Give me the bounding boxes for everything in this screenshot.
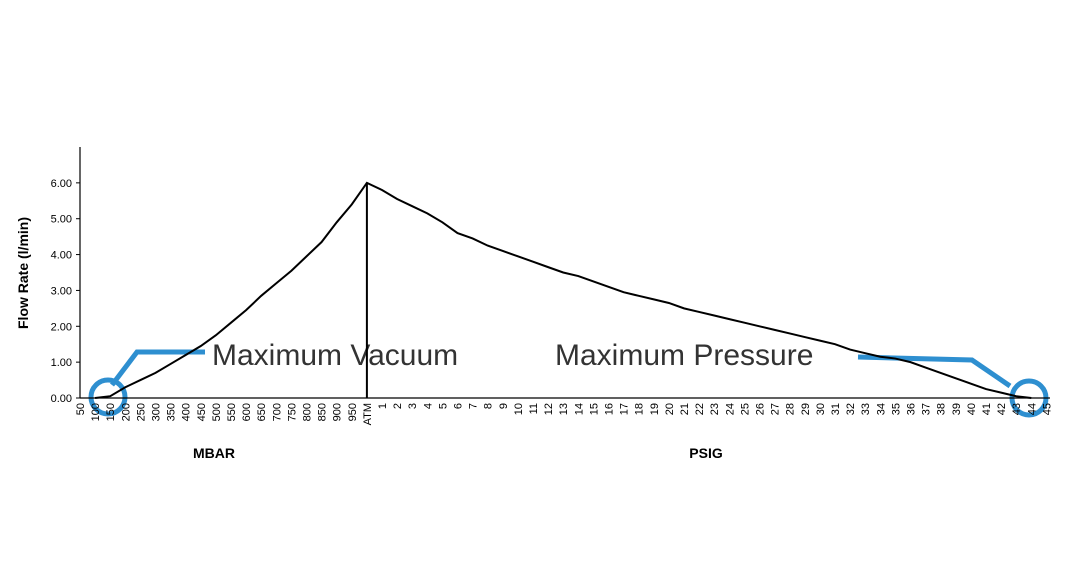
y-tick-label: 1.00 [51,357,72,369]
x-tick-label: 11 [528,403,540,414]
x-tick-label: 31 [830,403,842,415]
x-tick-label: 39 [951,403,963,415]
x-tick-label: 800 [302,403,314,421]
x-tick-label: 12 [543,403,555,415]
x-tick-label: 45 [1041,403,1053,415]
x-tick-label: 29 [800,403,812,415]
x-tick-label: 300 [151,403,163,421]
x-tick-label: 50 [75,403,87,415]
callout-line [110,349,205,387]
x-tick-label: 250 [135,403,147,421]
x-tick-label: 700 [271,403,283,421]
y-tick-label: 6.00 [51,178,72,190]
x-tick-label: 400 [181,403,193,421]
x-tick-label: ATM [362,403,374,425]
x-tick-label: 36 [906,403,918,415]
x-tick-label: 650 [256,403,268,421]
x-tick-label: 44 [1026,403,1038,415]
x-tick-label: 25 [739,403,751,415]
group-label: PSIG [689,445,723,461]
x-tick-label: 40 [966,403,978,415]
x-tick-label: 27 [770,403,782,415]
x-tick-label: 1 [377,403,389,409]
x-tick-label: 17 [619,403,631,415]
x-tick-label: 10 [513,403,525,415]
x-tick-label: 41 [981,403,993,415]
x-tick-label: 23 [709,403,721,415]
annotation: Maximum Pressure [555,339,813,372]
x-tick-label: 850 [317,403,329,421]
x-tick-label: 5 [437,403,449,409]
x-tick-label: 20 [664,403,676,415]
x-tick-label: 350 [166,403,178,421]
x-tick-label: 22 [694,403,706,415]
x-tick-label: 35 [890,403,902,415]
y-tick-label: 5.00 [51,214,72,226]
x-tick-label: 7 [468,403,480,409]
x-tick-label: 38 [936,403,948,415]
x-tick-label: 950 [347,403,359,421]
annotation: Maximum Vacuum [212,339,458,372]
x-tick-label: 16 [604,403,616,415]
y-tick-label: 4.00 [51,250,72,262]
x-tick-label: 13 [558,403,570,415]
x-tick-label: 150 [105,403,117,421]
x-tick-label: 8 [483,403,495,409]
x-tick-label: 30 [815,403,827,415]
x-tick-label: 18 [634,403,646,415]
y-axis-label: Flow Rate (l/min) [15,217,31,329]
x-tick-label: 900 [332,403,344,421]
callout-circle [88,377,128,417]
x-tick-label: 19 [649,403,661,415]
x-tick-label: 43 [1011,403,1023,415]
x-tick-label: 600 [241,403,253,421]
x-tick-label: 42 [996,403,1008,415]
x-tick-label: 26 [755,403,767,415]
x-tick-label: 9 [498,403,510,409]
x-tick-label: 37 [921,403,933,415]
x-tick-label: 24 [724,403,736,415]
y-tick-label: 0.00 [51,393,72,405]
x-tick-label: 4 [422,403,434,409]
group-label: MBAR [193,445,235,461]
x-tick-label: 15 [588,403,600,415]
y-tick-label: 2.00 [51,321,72,333]
x-tick-label: 100 [90,403,102,421]
x-tick-label: 550 [226,403,238,421]
x-tick-label: 28 [785,403,797,415]
x-tick-label: 6 [453,403,465,409]
y-tick-label: 3.00 [51,285,72,297]
x-tick-label: 34 [875,403,887,415]
line [94,181,1032,399]
x-tick-label: 21 [679,403,691,415]
x-tick-label: 2 [392,403,404,409]
x-tick-label: 500 [211,403,223,421]
x-tick-label: 3 [407,403,419,409]
x-tick-label: 14 [573,403,585,415]
x-tick-label: 750 [286,403,298,421]
x-tick-label: 33 [860,403,872,415]
x-tick-label: 32 [845,403,857,415]
x-tick-label: 450 [196,403,208,421]
x-tick-label: 200 [120,403,132,421]
